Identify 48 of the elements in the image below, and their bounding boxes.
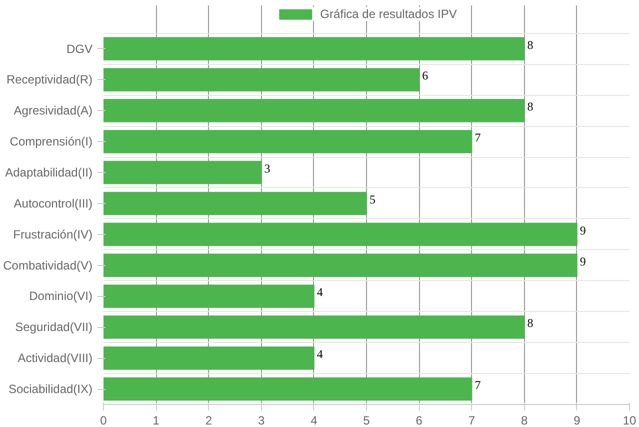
bar	[104, 68, 420, 92]
data-label: 8	[527, 100, 534, 114]
bar	[104, 377, 472, 401]
y-tick-label: Combatividad(V)	[3, 258, 93, 272]
y-tick-label: Autocontrol(III)	[14, 196, 93, 210]
bar	[104, 346, 314, 370]
legend-label: Gráfica de resultados IPV	[320, 7, 457, 21]
x-tick-label: 9	[574, 414, 581, 427]
bar	[104, 254, 578, 277]
bar	[104, 160, 262, 184]
x-tick-label: 2	[205, 414, 212, 427]
x-tick-label: 4	[310, 414, 318, 427]
y-tick-label: Frustración(IV)	[13, 227, 93, 242]
x-tick-label: 0	[100, 414, 108, 427]
bar	[104, 316, 525, 339]
y-tick-label: Agresividad(A)	[14, 104, 93, 118]
data-label: 8	[527, 38, 534, 52]
y-tick-label: Receptividad(R)	[6, 72, 93, 87]
data-label: 7	[474, 378, 481, 392]
y-tick-label: Comprensión(I)	[10, 134, 93, 149]
bar	[104, 37, 525, 60]
x-tick-label: 7	[468, 414, 476, 427]
x-tick-label: 1	[152, 414, 160, 427]
data-label: 7	[474, 130, 481, 145]
bar	[104, 284, 314, 308]
y-tick-label: Adaptabilidad(II)	[5, 166, 93, 180]
data-label: 4	[316, 285, 323, 300]
bar	[104, 99, 525, 122]
data-label: 8	[527, 316, 534, 330]
x-tick-label: 10	[622, 414, 636, 427]
y-tick-label: DGV	[66, 42, 93, 56]
x-tick-label: 8	[520, 414, 528, 427]
x-tick-label: 5	[363, 414, 370, 427]
x-tick-label: 3	[258, 414, 265, 427]
data-label: 9	[580, 254, 586, 268]
y-tick-label: Sociabilidad(IX)	[8, 382, 93, 396]
y-tick-label: Dominio(VI)	[29, 289, 93, 304]
y-tick-label: Actividad(VIII)	[18, 351, 93, 366]
data-label: 4	[316, 347, 323, 362]
bar	[104, 222, 578, 246]
bar	[104, 130, 472, 154]
x-tick-label: 6	[416, 414, 423, 427]
data-label: 6	[422, 68, 428, 83]
y-tick-label: Seguridad(VII)	[15, 320, 93, 334]
data-label: 5	[370, 192, 376, 206]
bar	[104, 192, 367, 216]
data-label: 3	[264, 162, 270, 176]
data-label: 9	[580, 223, 586, 238]
